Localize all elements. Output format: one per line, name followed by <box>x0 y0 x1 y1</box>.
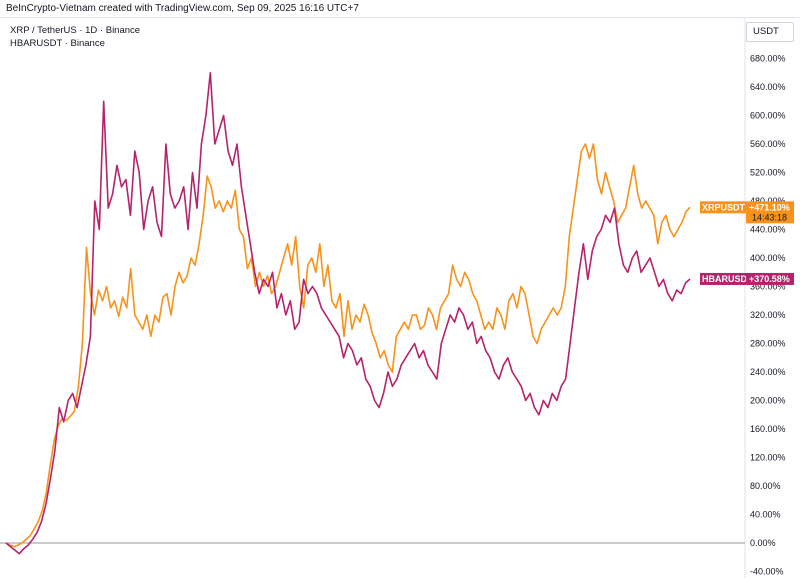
series-last-value: +370.58% <box>749 274 790 284</box>
y-tick-label: 600.00% <box>750 111 786 121</box>
series-value-badge <box>746 272 794 285</box>
y-tick-label: 40.00% <box>750 510 781 520</box>
y-tick-label: 80.00% <box>750 481 781 491</box>
series-last-value: +471.10% <box>749 202 790 212</box>
bar-countdown: 14:43:18 <box>752 212 787 222</box>
legend-xrp[interactable]: XRP / TetherUS · 1D · Binance <box>10 25 141 36</box>
series-name-label: HBARUSDT <box>702 274 753 284</box>
y-tick-label: 240.00% <box>750 367 786 377</box>
series-name-badge <box>700 201 746 214</box>
y-tick-label: 0.00% <box>750 538 776 548</box>
currency-selector[interactable]: USDT <box>746 22 794 42</box>
last-value-badges: XRPUSDT +471.10%14:43:18 HBARUSDT+370.58% <box>700 201 794 285</box>
series-line-xrpusdt[interactable] <box>5 143 691 548</box>
y-tick-label: -40.00% <box>750 567 784 577</box>
series-value-badge <box>746 201 794 224</box>
y-tick-label: 440.00% <box>750 225 786 235</box>
series-line-hbarusdt[interactable] <box>5 72 691 555</box>
series-name-label: XRPUSDT <box>702 202 746 212</box>
y-tick-label: 160.00% <box>750 424 786 434</box>
y-tick-label: 640.00% <box>750 82 786 92</box>
series-layer <box>5 72 691 555</box>
y-tick-label: 120.00% <box>750 453 786 463</box>
y-tick-label: 280.00% <box>750 339 786 349</box>
y-axis-ticks: -40.00% 0.00% 40.00% 80.00% 120.00% 160.00% 20… <box>750 54 786 577</box>
series-name-badge <box>700 272 746 285</box>
header-attribution: BeInCrypto-Vietnam created with TradingV… <box>6 3 359 14</box>
header-bar: BeInCrypto-Vietnam created with TradingV… <box>0 0 800 18</box>
y-tick-label: 680.00% <box>750 54 786 64</box>
y-tick-label: 320.00% <box>750 310 786 320</box>
y-tick-label: 360.00% <box>750 282 786 292</box>
y-tick-label: 400.00% <box>750 253 786 263</box>
y-tick-label: 520.00% <box>750 168 786 178</box>
y-tick-label: 480.00% <box>750 196 786 206</box>
y-tick-label: 200.00% <box>750 396 786 406</box>
y-tick-label: 560.00% <box>750 139 786 149</box>
legend-hbar[interactable]: HBARUSDT · Binance <box>10 38 105 49</box>
legend: XRP / TetherUS · 1D · Binance HBARUSDT ·… <box>10 24 140 50</box>
